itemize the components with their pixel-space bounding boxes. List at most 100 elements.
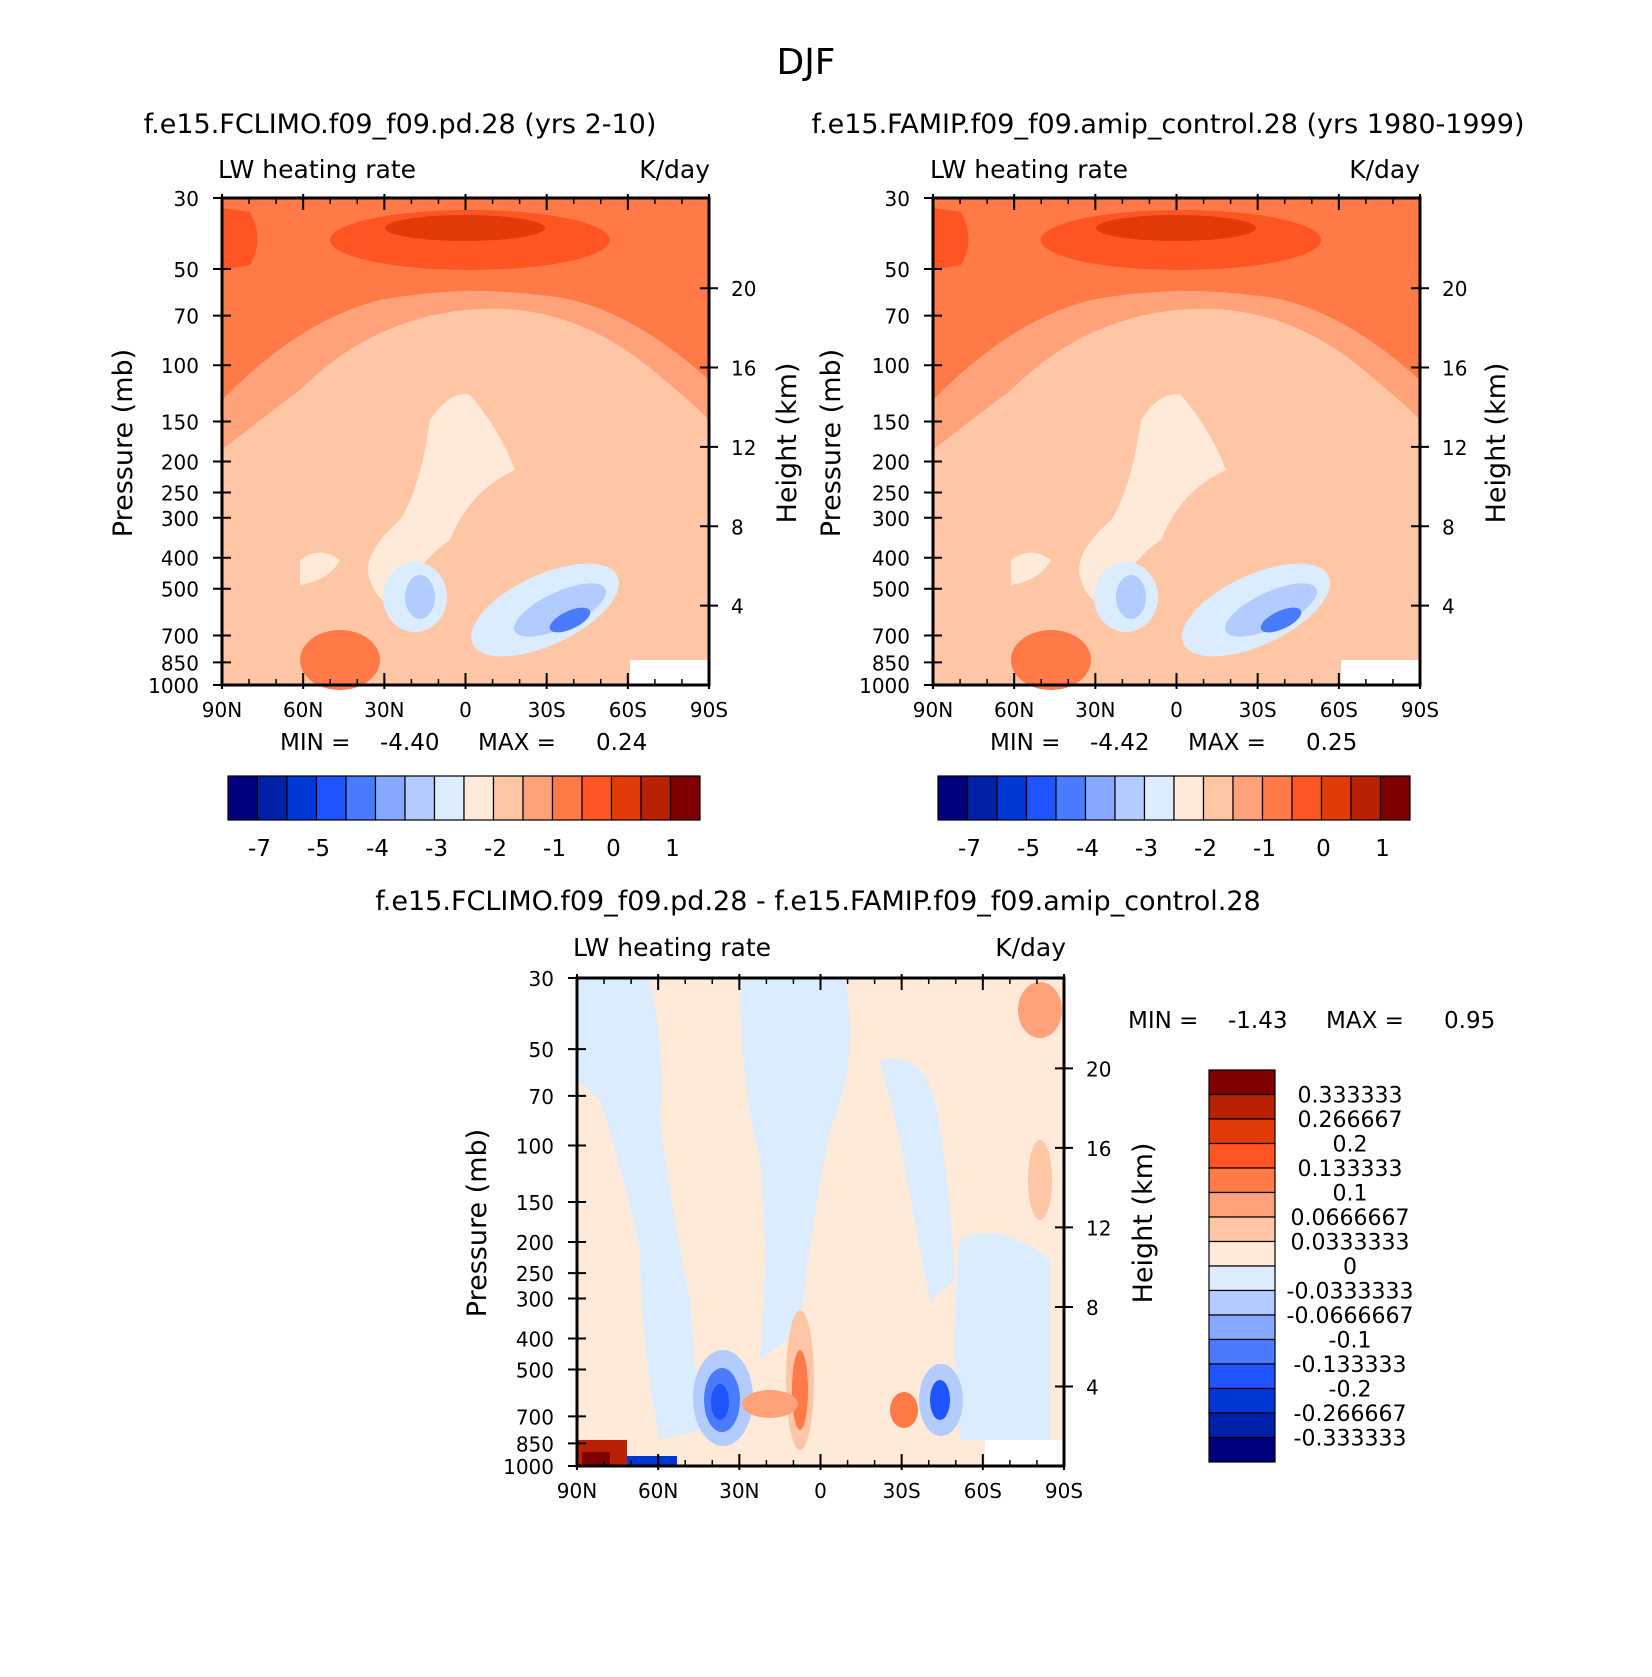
y-tick-label: 50 (885, 258, 910, 282)
panel-title: f.e15.FCLIMO.f09_f09.pd.28 - f.e15.FAMIP… (375, 886, 1260, 917)
colorbar-label: -0.0666667 (1287, 1304, 1414, 1329)
field-pos-spot-c (742, 1390, 798, 1418)
x-tick-label: 60S (964, 1479, 1002, 1503)
x-tick-label: 30S (1239, 698, 1277, 722)
colorbar-swatch (227, 775, 259, 821)
colorbar-swatch (1025, 775, 1057, 821)
colorbar-label: 0.133333 (1298, 1157, 1403, 1182)
colorbar-swatch (1208, 1191, 1276, 1218)
y-tick-label: 100 (161, 354, 199, 378)
field-neg-column-right (880, 1058, 955, 1300)
x-tick-label: 30S (528, 698, 566, 722)
right-subtitle: K/day (639, 155, 710, 184)
panel-difference: f.e15.FCLIMO.f09_f09.pd.28 - f.e15.FAMIP… (375, 886, 1495, 1503)
colorbar-swatch (1208, 1265, 1276, 1292)
x-tick-label: 30S (883, 1479, 921, 1503)
y-tick-label: 500 (161, 578, 199, 602)
colorbar-swatch (1208, 1436, 1276, 1463)
field-zero-line-light (1011, 552, 1051, 585)
y-right-tick-label: 16 (731, 357, 756, 381)
colorbar-label: -0.133333 (1294, 1353, 1407, 1378)
colorbar-label: -0.0333333 (1287, 1280, 1414, 1305)
left-subtitle: LW heating rate (573, 933, 771, 962)
x-tick-label: 90N (202, 698, 242, 722)
y-right-tick-label: 12 (731, 436, 756, 460)
colorbar-swatch (1232, 775, 1264, 821)
left-subtitle: LW heating rate (218, 155, 416, 184)
y-tick-label: 250 (161, 481, 199, 505)
colorbar-swatch (1208, 1167, 1276, 1194)
y-right-tick-label: 12 (1442, 436, 1467, 460)
colorbar-swatch (1350, 775, 1382, 821)
field-surface-high (1011, 630, 1091, 690)
y-tick-label: 850 (516, 1432, 554, 1456)
x-tick-label: 0 (814, 1479, 827, 1503)
panel-title: f.e15.FCLIMO.f09_f09.pd.28 (yrs 2-10) (144, 109, 657, 140)
y-right-axis-label: Height (km) (772, 363, 803, 524)
colorbar-swatch (937, 775, 969, 821)
colorbar-swatch (1208, 1069, 1276, 1096)
x-tick-label: 90N (913, 698, 953, 722)
colorbar-label: -7 (248, 836, 271, 862)
y-tick-label: 150 (516, 1191, 554, 1215)
field-negative-d (514, 583, 606, 637)
field-band-inner (1079, 394, 1226, 603)
colorbar-label: -0.1 (1329, 1329, 1372, 1354)
colorbar-swatch (1379, 775, 1411, 821)
colorbar-label: -2 (484, 836, 507, 862)
min-value: -1.43 (1228, 1008, 1288, 1034)
colorbar-label: -7 (958, 836, 981, 862)
x-tick-label: 0 (1170, 698, 1183, 722)
colorbar-label: -5 (307, 836, 330, 862)
y-tick-label: 300 (872, 507, 910, 531)
y-axis-label: Pressure (mb) (816, 349, 847, 537)
colorbar-swatch (1208, 1387, 1276, 1414)
colorbar-label: 0 (606, 836, 621, 862)
field-peak-core (385, 215, 545, 241)
field-pos-spot-b (792, 1350, 808, 1430)
y-tick-label: 400 (161, 547, 199, 571)
colorbar-swatch (286, 775, 318, 821)
y-tick-label: 250 (872, 481, 910, 505)
y-tick-label: 850 (161, 651, 199, 675)
y-right-tick-label: 20 (731, 277, 756, 301)
right-subtitle: K/day (995, 933, 1066, 962)
field-pos-spot-f (1028, 1140, 1052, 1220)
y-tick-label: 30 (885, 187, 910, 211)
colorbar-swatch (1208, 1412, 1276, 1439)
colorbar-swatch (1320, 775, 1352, 821)
panel-title: f.e15.FAMIP.f09_f09.amip_control.28 (yrs… (812, 109, 1525, 140)
field-missing (630, 660, 709, 685)
left-subtitle: LW heating rate (930, 155, 1128, 184)
colorbar-swatch (256, 775, 288, 821)
colorbar-swatch (1208, 1314, 1276, 1341)
x-tick-label: 90S (1401, 698, 1439, 722)
field-surface-pos-core (582, 1452, 610, 1466)
colorbar-swatch (610, 775, 642, 821)
field-pos-spot-d (890, 1392, 918, 1428)
field-zero-line-light (300, 552, 340, 585)
y-tick-label: 50 (529, 1038, 554, 1062)
min-value: -4.40 (380, 730, 440, 756)
colorbar-label: -0.333333 (1294, 1427, 1407, 1452)
y-axis-label: Pressure (mb) (108, 349, 139, 537)
colorbar-swatch (1208, 1142, 1276, 1169)
y-tick-label: 700 (161, 624, 199, 648)
contour-field (577, 978, 1064, 1466)
min-value: -4.42 (1090, 730, 1150, 756)
x-tick-label: 30N (1075, 698, 1115, 722)
max-value: 0.25 (1306, 730, 1357, 756)
y-right-axis-label: Height (km) (1481, 363, 1512, 524)
y-right-tick-label: 4 (1086, 1375, 1099, 1399)
x-tick-label: 60N (638, 1479, 678, 1503)
y-right-axis-label: Height (km) (1128, 1143, 1159, 1304)
colorbar-label: -4 (1076, 836, 1099, 862)
field-negative-b (405, 575, 435, 619)
colorbar-swatch (1143, 775, 1175, 821)
y-tick-label: 500 (872, 578, 910, 602)
max-value: 0.24 (596, 730, 647, 756)
colorbar-label: 0.2 (1333, 1133, 1368, 1158)
y-tick-label: 700 (872, 624, 910, 648)
y-right-tick-label: 20 (1086, 1057, 1111, 1081)
